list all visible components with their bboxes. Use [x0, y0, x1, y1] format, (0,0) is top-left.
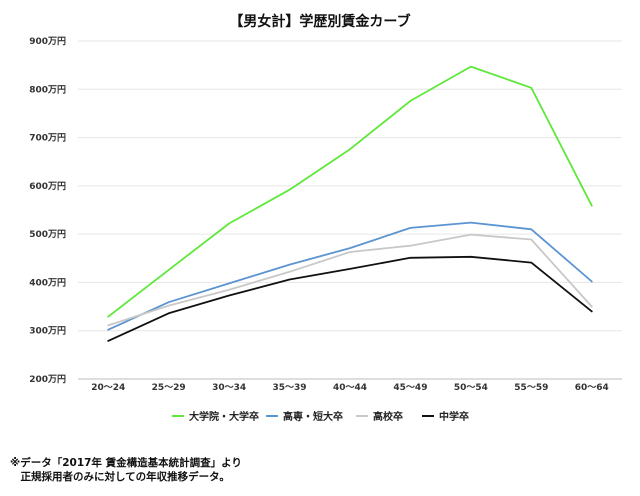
- y-tick-label: 300万円: [29, 326, 66, 337]
- y-tick-label: 600万円: [29, 181, 66, 192]
- series-line-1: [107, 221, 593, 331]
- y-axis-ticks: 200万円 300万円 400万円 500万円 600万円 700万円 800万円 900万円: [29, 36, 66, 385]
- y-tick-label: 900万円: [29, 36, 66, 47]
- x-tick-label: 30～34: [212, 383, 246, 393]
- y-tick-label: 200万円: [29, 374, 66, 385]
- footnote-line-1: ※データ「2017年 賃金構造基本統計調査」より: [10, 457, 242, 469]
- chart-title: 【男女計】学歴別賃金カーブ: [229, 13, 410, 30]
- x-tick-label: 55～59: [514, 383, 548, 393]
- line-chart: 【男女計】学歴別賃金カーブ 200万円 300万円 400万円 500万円 600万円 7…: [29, 13, 622, 423]
- x-tick-label: 50～54: [454, 383, 488, 393]
- x-tick-label: 45～49: [393, 383, 427, 393]
- legend: 大学院・大学卒 高専・短大卒 高校卒 中学卒: [172, 410, 469, 423]
- series-line-0: [107, 65, 593, 318]
- y-tick-label: 700万円: [29, 133, 66, 144]
- x-tick-label: 20～24: [91, 383, 125, 393]
- x-tick-label: 35～39: [273, 383, 307, 393]
- legend-label: 高専・短大卒: [283, 410, 343, 423]
- legend-label: 中学卒: [439, 410, 469, 423]
- x-axis-ticks: 20～24 25～29 30～34 35～39 40～44 45～49 50～54 55～59…: [91, 383, 609, 393]
- x-tick-label: 25～29: [152, 383, 186, 393]
- grid-lines: [78, 40, 622, 380]
- series-line-3: [107, 255, 593, 342]
- x-tick-label: 40～44: [333, 383, 367, 393]
- footnote-line-2: 正規採用者のみに対しての年収推移データ。: [10, 471, 230, 483]
- y-tick-label: 500万円: [29, 229, 66, 240]
- y-tick-label: 800万円: [29, 84, 66, 95]
- y-tick-label: 400万円: [29, 277, 66, 288]
- series-lines: [107, 65, 593, 342]
- footnote: ※データ「2017年 賃金構造基本統計調査」より 正規採用者のみに対しての年収推…: [10, 456, 242, 484]
- legend-label: 高校卒: [373, 410, 403, 423]
- x-tick-label: 60～64: [575, 383, 609, 393]
- series-line-2: [107, 233, 593, 327]
- legend-label: 大学院・大学卒: [189, 410, 259, 423]
